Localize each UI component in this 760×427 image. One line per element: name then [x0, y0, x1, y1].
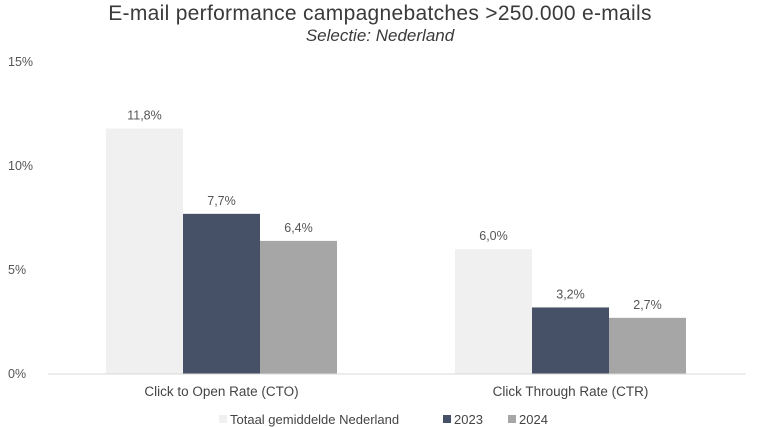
legend-label: Totaal gemiddelde Nederland — [230, 412, 399, 427]
legend: Totaal gemiddelde Nederland 2023 2024 — [219, 412, 548, 427]
legend-label: 2024 — [519, 412, 548, 427]
bar-totaal-cto — [106, 128, 183, 374]
data-label: 6,0% — [479, 229, 508, 243]
bar-2023-cto — [183, 213, 260, 374]
chart-subtitle: Selectie: Nederland — [306, 26, 455, 45]
y-tick-label: 10% — [8, 159, 33, 173]
y-tick-label: 5% — [8, 263, 26, 277]
y-tick-label: 0% — [8, 367, 26, 381]
legend-swatch — [443, 415, 451, 423]
legend-label: 2023 — [454, 412, 483, 427]
y-axis: 0% 5% 10% 15% — [8, 55, 33, 381]
x-axis: Click to Open Rate (CTO) Click Through Ra… — [144, 384, 648, 399]
data-label: 7,7% — [207, 194, 236, 208]
bar-2024-ctr — [609, 317, 686, 374]
data-label: 2,7% — [633, 298, 662, 312]
bar-2024-cto — [260, 240, 337, 374]
bar-totaal-ctr — [455, 249, 532, 374]
chart-title: E-mail performance campagnebatches >250.… — [108, 2, 652, 25]
x-category-label: Click Through Rate (CTR) — [493, 384, 649, 399]
legend-swatch — [219, 415, 227, 423]
data-labels: 11,8% 7,7% 6,4% 6,0% 3,2% 2,7% — [127, 109, 662, 312]
data-label: 11,8% — [127, 109, 162, 123]
data-label: 3,2% — [556, 287, 585, 301]
bar-2023-ctr — [532, 307, 609, 374]
y-tick-label: 15% — [8, 55, 33, 69]
x-category-label: Click to Open Rate (CTO) — [144, 384, 298, 399]
data-label: 6,4% — [284, 221, 313, 235]
bars — [106, 128, 686, 374]
legend-swatch — [508, 415, 516, 423]
